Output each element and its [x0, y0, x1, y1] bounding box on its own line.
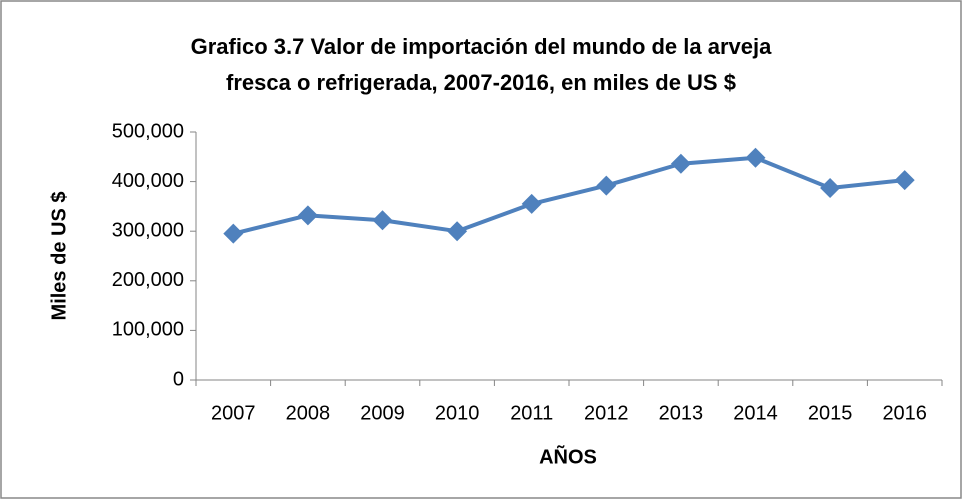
x-tick-label: 2011 — [510, 402, 553, 424]
x-tick-label: 2014 — [733, 402, 778, 424]
y-tick-label: 400,000 — [112, 170, 184, 192]
data-point — [596, 175, 617, 196]
chart-title: Grafico 3.7 Valor de importación del mun… — [191, 34, 772, 59]
x-tick-label: 2009 — [360, 402, 405, 424]
x-tick-label: 2015 — [808, 402, 853, 424]
data-point — [745, 147, 766, 168]
data-point — [894, 170, 915, 191]
y-tick-label: 500,000 — [112, 120, 184, 142]
y-tick-label: 200,000 — [112, 269, 184, 291]
x-tick-label: 2016 — [882, 402, 927, 424]
data-point — [223, 223, 244, 244]
data-line — [232, 155, 905, 236]
data-point — [820, 178, 841, 199]
data-point — [297, 205, 318, 226]
x-axis-label: AÑOS — [539, 445, 597, 468]
data-point — [447, 221, 468, 242]
data-point — [521, 193, 542, 214]
data-point — [372, 210, 393, 231]
x-tick-label: 2010 — [435, 402, 480, 424]
y-tick-label: 0 — [173, 368, 184, 390]
x-tick-label: 2008 — [286, 402, 331, 424]
y-tick-label: 300,000 — [112, 219, 184, 241]
y-axis-label: Miles de US $ — [48, 192, 70, 321]
y-tick-label: 100,000 — [112, 319, 184, 341]
data-point — [670, 153, 691, 174]
x-tick-label: 2013 — [659, 402, 704, 424]
x-tick-label: 2012 — [584, 402, 629, 424]
chart-title: fresca o refrigerada, 2007-2016, en mile… — [226, 70, 736, 95]
x-tick-label: 2007 — [211, 402, 256, 424]
